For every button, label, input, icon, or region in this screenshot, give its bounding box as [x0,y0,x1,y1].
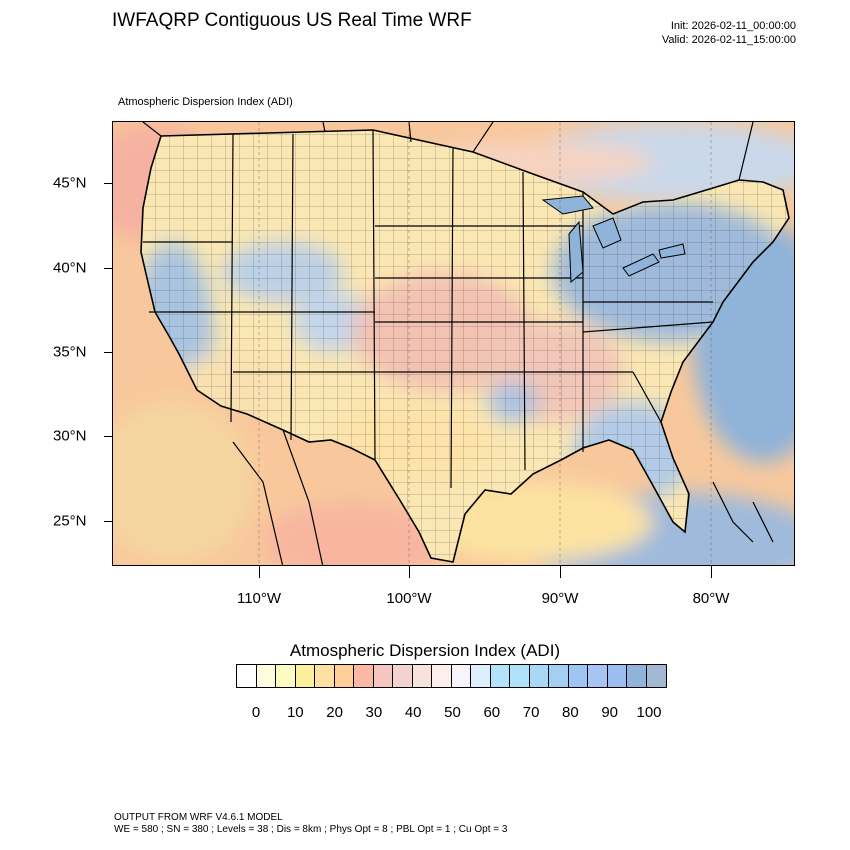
state-boundaries [143,129,714,489]
lon-tick [259,566,260,578]
colorbar-swatch [510,665,530,687]
colorbar-swatch [295,665,316,687]
colorbar-swatch [393,665,413,687]
lat-label-45n: 45°N [53,174,87,192]
colorbar-label: 30 [365,704,383,721]
colorbar-label: 60 [483,704,501,721]
background-shading [113,122,794,565]
us-interior [141,130,789,562]
field-label: Atmospheric Dispersion Index (ADI) [118,96,293,108]
init-time: Init: 2026-02-11_00:00:00 [670,20,796,32]
colorbar-label: 70 [522,704,540,721]
lon-tick [560,566,561,578]
lon-tick [711,566,712,578]
graticule [258,122,712,565]
colorbar-label: 10 [286,704,304,721]
colorbar [236,664,668,688]
colorbar-title: Atmospheric Dispersion Index (ADI) [289,641,561,660]
lat-label-40n: 40°N [53,259,87,277]
colorbar-swatch [607,665,628,687]
colorbar-label: 0 [251,704,261,721]
model-options: WE = 580 ; SN = 380 ; Levels = 38 ; Dis … [114,824,508,835]
colorbar-label: 90 [601,704,619,721]
colorbar-swatch [490,665,511,687]
colorbar-label: 20 [326,704,343,721]
lon-label-110w: 110°W [236,590,282,607]
colorbar-swatch [646,665,667,687]
colorbar-label: 50 [444,704,461,721]
colorbar-swatch [627,665,647,687]
lat-tick [104,268,112,269]
colorbar-swatch [276,665,296,687]
colorbar-label: 100 [636,704,662,721]
colorbar-swatch [471,665,491,687]
lat-tick [104,436,112,437]
valid-time: Valid: 2026-02-11_15:00:00 [661,34,796,46]
lon-label-100w: 100°W [386,590,432,607]
lon-label-90w: 90°W [541,590,579,607]
colorbar-swatch [334,665,355,687]
colorbar-swatch [568,665,589,687]
colorbar-label: 80 [562,704,579,721]
lon-label-80w: 80°W [692,590,730,607]
colorbar-swatch [373,665,394,687]
colorbar-swatch [549,665,569,687]
colorbar-swatch [451,665,472,687]
colorbar-swatch [256,665,277,687]
lat-tick [104,352,112,353]
lat-label-25n: 25°N [53,512,87,530]
lat-label-30n: 30°N [53,427,87,445]
colorbar-swatch [588,665,608,687]
lat-tick [104,183,112,184]
lat-label-35n: 35°N [53,343,87,361]
colorbar-swatch [354,665,374,687]
dispersion-map [113,122,794,565]
lon-tick [409,566,410,578]
colorbar-swatch [412,665,433,687]
border-lines [142,122,774,565]
lat-tick [104,521,112,522]
model-info: OUTPUT FROM WRF V4.6.1 MODEL [114,812,283,823]
plot-title: IWFAQRP Contiguous US Real Time WRF [112,10,472,31]
colorbar-swatch [432,665,452,687]
colorbar-label: 40 [404,704,422,721]
great-lakes [541,195,686,284]
colorbar-swatch [237,665,257,687]
colorbar-swatch [315,665,335,687]
map-panel [112,121,795,566]
colorbar-swatch [529,665,550,687]
